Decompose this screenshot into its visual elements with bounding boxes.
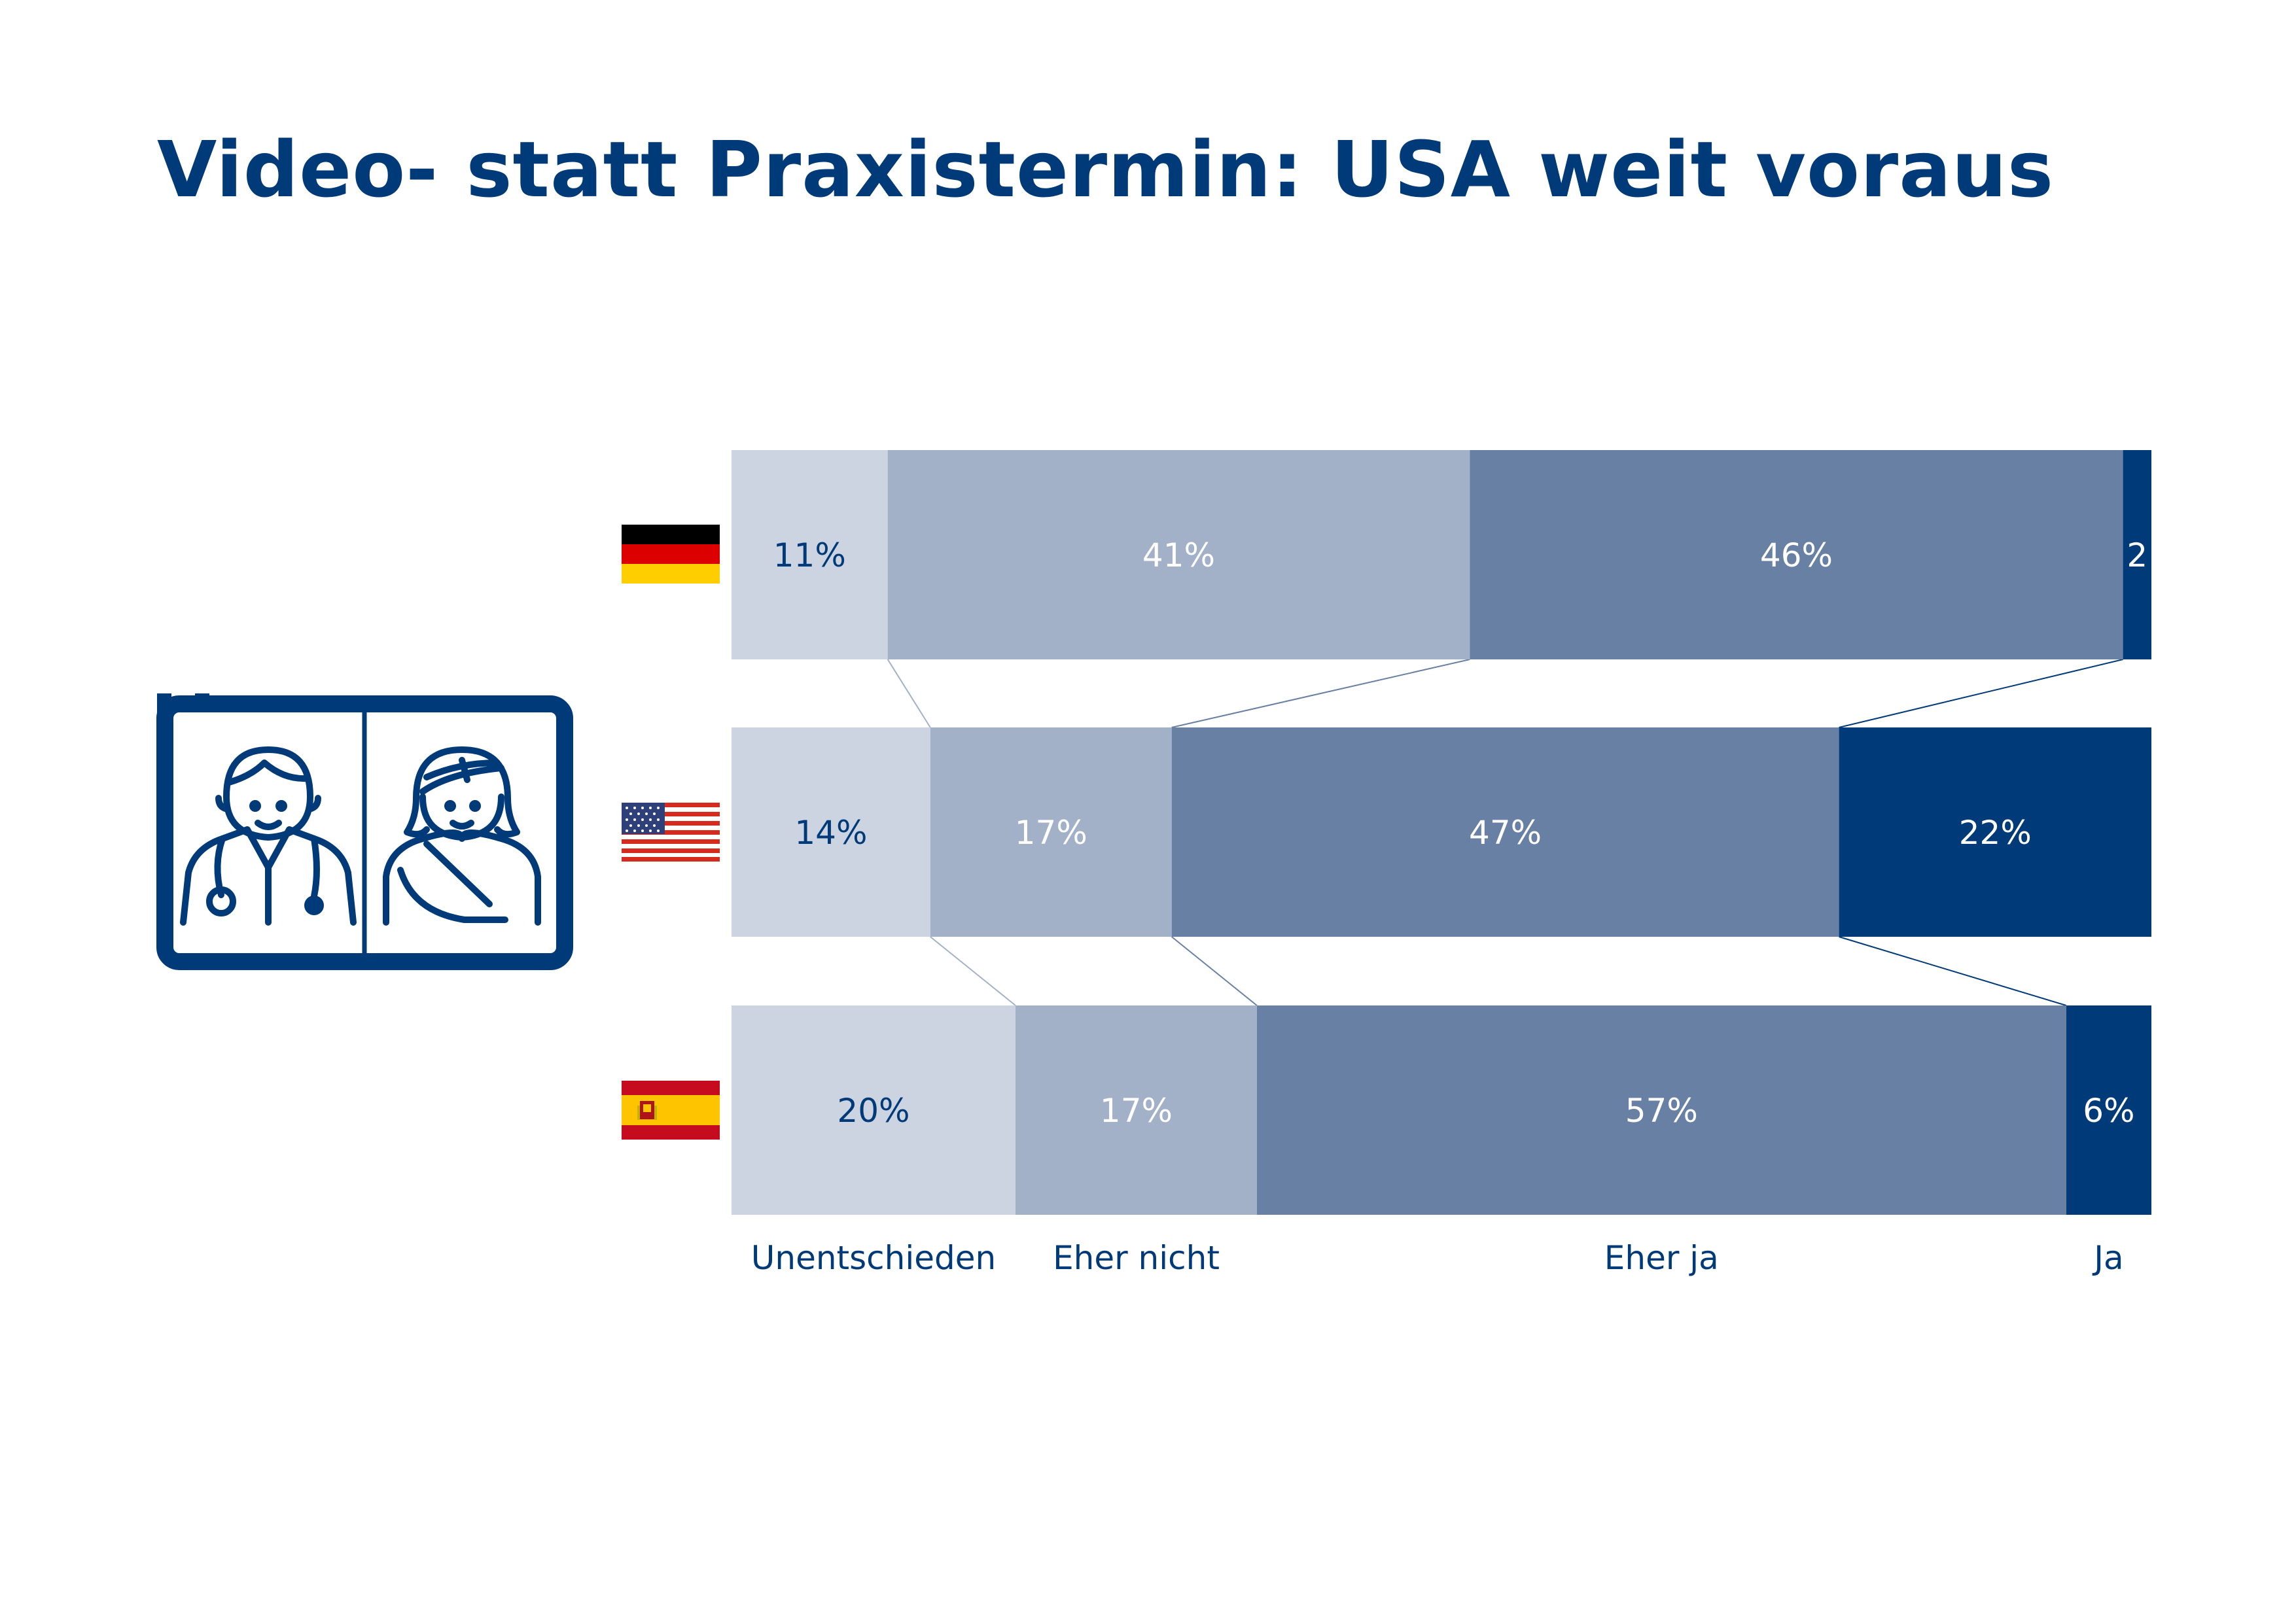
segment-connectors — [887, 659, 2123, 1006]
data-label-spanien-eher-nicht: 17% — [1100, 1092, 1173, 1130]
bar-deutschland-ja — [2123, 450, 2151, 659]
category-labels: Unentschieden Eher nicht Eher ja Ja — [751, 1239, 2124, 1277]
data-label-deutschland-ja: 2 — [2127, 536, 2147, 574]
connector-line — [930, 936, 1016, 1006]
data-label-spanien-unentschieden: 20% — [837, 1092, 910, 1130]
data-label-spanien-ja: 6% — [2083, 1092, 2134, 1130]
data-label-usa-eher-nicht: 17% — [1015, 814, 1087, 852]
bar-deutschland-unentschieden — [732, 450, 888, 659]
bar-usa-eher-nicht — [930, 727, 1172, 937]
bar-deutschland-eher-nicht — [887, 450, 1470, 659]
germany-flag-icon — [622, 525, 720, 584]
connector-line — [1839, 936, 2067, 1006]
data-label-deutschland-unentschieden: 11% — [773, 536, 846, 574]
connector-line — [1171, 936, 1258, 1006]
bar-usa-ja — [1839, 727, 2151, 937]
bar-deutschland-eher-ja — [1470, 450, 2123, 659]
bar-spanien-eher-nicht — [1016, 1005, 1257, 1215]
connector-line — [887, 659, 931, 728]
doctor-patient-video-call-icon — [156, 693, 573, 970]
bar-usa-eher-ja — [1171, 727, 1839, 937]
bar-spanien-eher-ja — [1256, 1005, 2066, 1215]
data-label-usa-ja: 22% — [1959, 814, 2032, 852]
usa-flag-icon — [622, 803, 720, 862]
segment-labels: 11% 41% 46% 2 14% 17% 47% 22% 20% 17% 57% 6% — [773, 536, 2147, 1130]
connector-line — [1171, 659, 1470, 728]
chart-title: Video- statt Praxistermin: USA weit vora… — [157, 124, 2055, 215]
category-label-eher-nicht: Eher nicht — [1053, 1239, 1220, 1277]
data-label-deutschland-eher-nicht: 41% — [1142, 536, 1215, 574]
data-label-usa-unentschieden: 14% — [794, 814, 867, 852]
bar-spanien-ja — [2066, 1005, 2151, 1215]
data-label-spanien-eher-ja: 57% — [1625, 1092, 1698, 1130]
bar-spanien-unentschieden — [732, 1005, 1016, 1215]
bar-usa-unentschieden — [732, 727, 930, 937]
data-label-usa-eher-ja: 47% — [1469, 814, 1542, 852]
connector-line — [1839, 659, 2123, 728]
bars — [732, 450, 2151, 1215]
data-label-deutschland-eher-ja: 46% — [1760, 536, 1833, 574]
category-label-eher-ja: Eher ja — [1604, 1239, 1719, 1277]
category-label-ja: Ja — [2092, 1239, 2123, 1277]
spain-flag-icon — [622, 1081, 720, 1140]
category-label-unentschieden: Unentschieden — [751, 1239, 996, 1277]
